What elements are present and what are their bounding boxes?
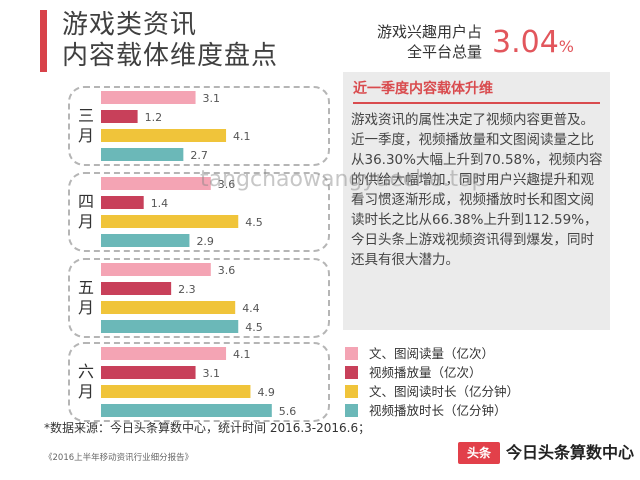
bar-value-label: 5.6 [279,405,297,418]
watermark-text: tangchaowangyueche.top [200,167,486,192]
month-label: 四月 [77,192,94,231]
page-title: 游戏类资讯 内容载体维度盘点 [62,10,278,72]
info-body: 游戏资讯的属性决定了视频内容更普及。近一季度，视频播放量和文图阅读量之比从36.… [351,112,603,268]
bar-value-label: 2.7 [190,149,208,162]
bar [101,215,239,228]
bar-value-label: 4.1 [233,130,251,143]
page-title-line-2: 内容载体维度盘点 [62,41,279,71]
bar-value-label: 4.5 [245,321,263,334]
bar-value-label: 3.1 [203,92,221,105]
bar [101,110,138,123]
month-group-box [68,172,330,252]
bar [101,347,227,360]
bar [101,366,196,379]
legend-label: 视频播放时长（亿分钟） [369,403,507,418]
legend-swatch [345,404,358,417]
info-heading: 近一季度内容载体升维 [353,78,600,104]
bar-value-label: 1.4 [151,197,169,210]
legend-swatch [345,385,358,398]
bar [101,385,251,398]
bar-value-label: 3.6 [218,178,236,191]
report-source: 《2016上半年移动资讯行业细分报告》 [44,453,194,463]
bar [101,263,211,276]
bar [101,234,190,247]
page-title-line-1: 游戏类资讯 [62,10,198,40]
month-group-box [68,86,330,166]
bar-value-label: 2.3 [178,283,196,296]
month-label: 五月 [77,278,94,317]
brand-badge: 头条 [458,442,500,464]
legend-item: 视频播放时长（亿分钟） [345,401,605,421]
bar-value-label: 4.4 [242,302,260,315]
bar-value-label: 3.1 [203,367,221,380]
stat-value-unit: % [558,37,574,56]
month-group-box [68,342,330,422]
bar [101,148,184,161]
legend-label: 文、图阅读时长（亿分钟） [369,384,520,399]
stat-label: 游戏兴趣用户占 全平台总量 [342,22,482,62]
data-source-footnote: *数据来源：今日头条算数中心，统计时间 2016.3-2016.6； [44,421,371,435]
bar [101,301,236,314]
bar [101,177,211,190]
legend-item: 视频播放量（亿次） [345,363,605,383]
month-group-box [68,258,330,338]
stat-value: 3.04% [492,26,574,64]
legend-label: 文、图阅读量（亿次） [369,346,495,361]
bar [101,320,239,333]
title-accent-bar [40,10,47,72]
month-label: 三月 [77,106,94,145]
info-panel: 近一季度内容载体升维 游戏资讯的属性决定了视频内容更普及。近一季度，视频播放量和… [343,72,610,330]
stat-value-number: 3.04 [492,25,559,60]
legend-label: 视频播放量（亿次） [369,365,482,380]
bar [101,91,196,104]
stat-label-line-1: 游戏兴趣用户占 [376,23,482,41]
brand-name: 今日头条算数中心 [506,443,635,462]
legend-item: 文、图阅读时长（亿分钟） [345,382,605,402]
bar-value-label: 4.5 [245,216,263,229]
bar [101,282,172,295]
bar [101,404,272,417]
bar-value-label: 4.9 [257,386,275,399]
legend-item: 文、图阅读量（亿次） [345,344,605,364]
legend-swatch [345,347,358,360]
bar-value-label: 1.2 [145,111,163,124]
bar-value-label: 2.9 [196,235,214,248]
legend-swatch [345,366,358,379]
bar [101,129,227,142]
bar-value-label: 3.6 [218,264,236,277]
bar [101,196,144,209]
bar-value-label: 4.1 [233,348,251,361]
month-label: 六月 [77,362,94,401]
stat-label-line-2: 全平台总量 [406,43,482,61]
